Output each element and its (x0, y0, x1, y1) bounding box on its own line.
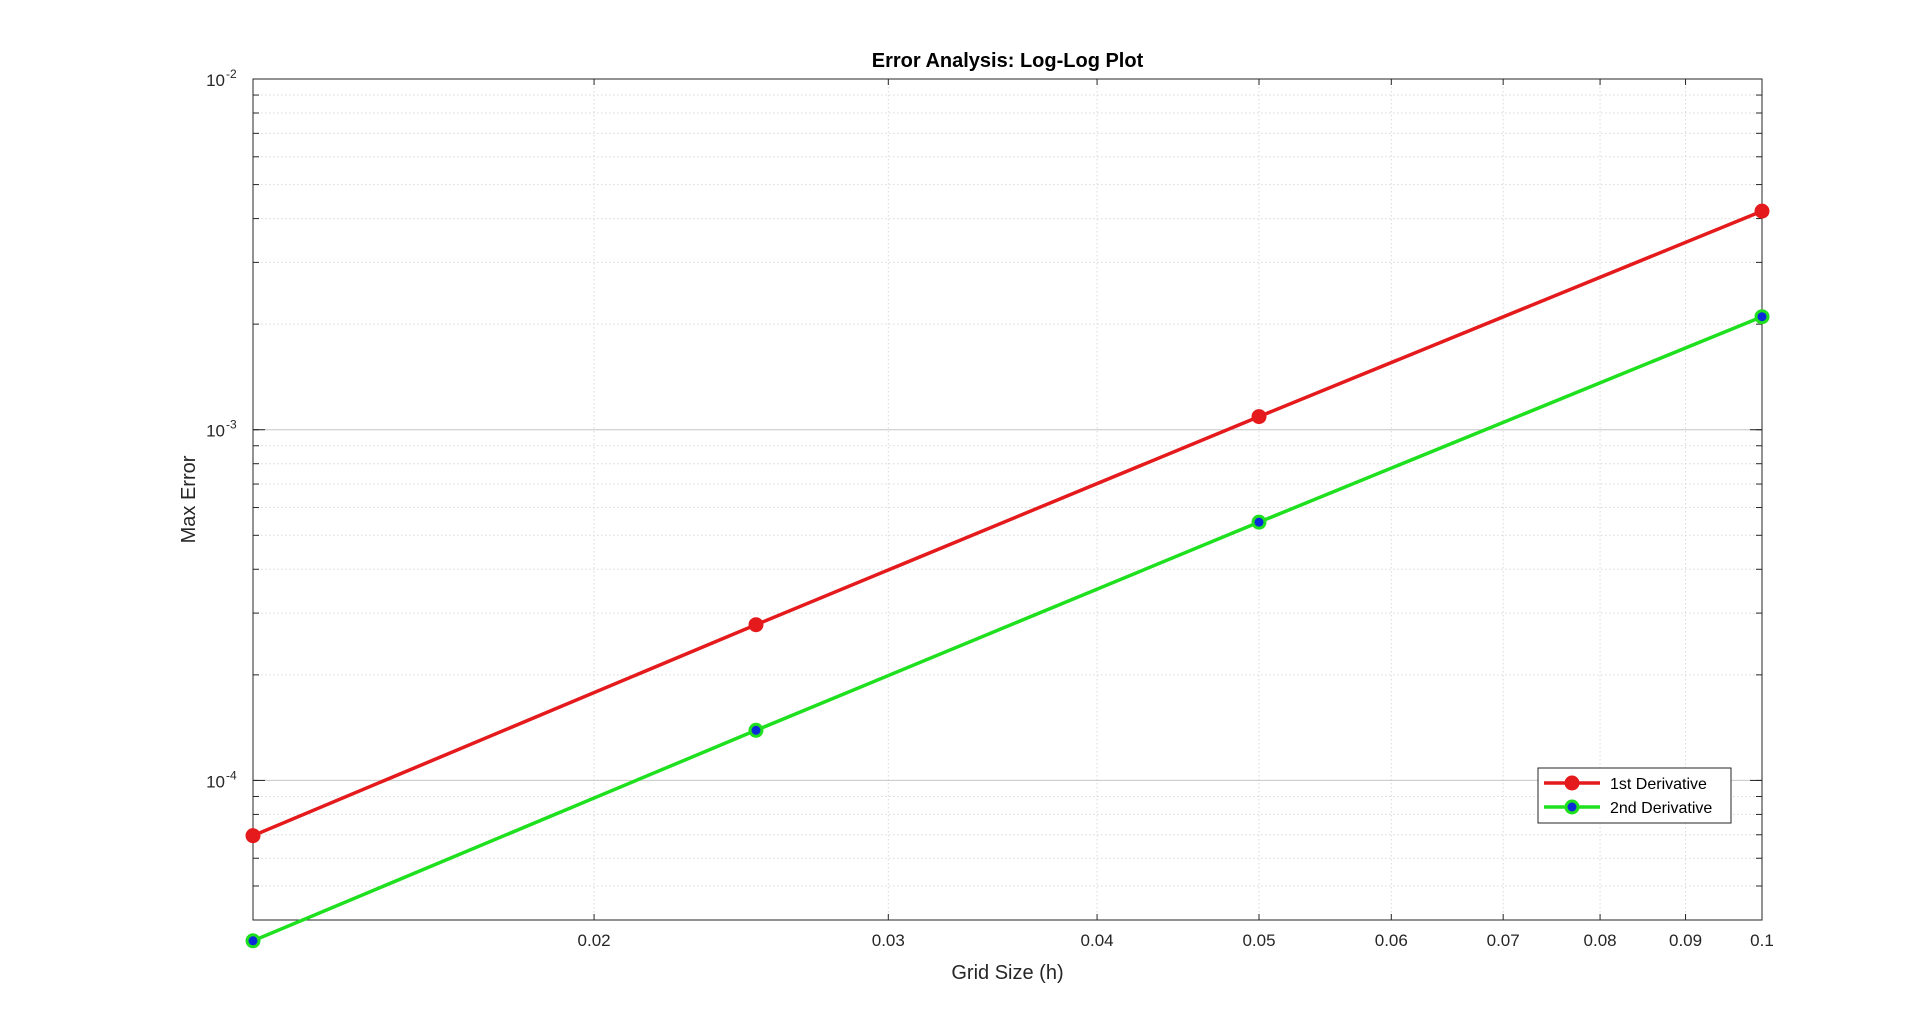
y-tick-exponent: -4 (226, 768, 237, 782)
series-2-point (748, 722, 764, 738)
x-tick-label: 0.07 (1487, 931, 1520, 950)
y-axis-label: Max Error (178, 455, 200, 543)
legend-label-2: 2nd Derivative (1610, 800, 1712, 817)
x-tick-label: 0.08 (1584, 931, 1617, 950)
x-tick-label: 0.05 (1242, 931, 1275, 950)
x-axis-label: Grid Size (h) (951, 962, 1063, 984)
y-tick-label: 10 (206, 772, 225, 791)
legend-marker-1 (1564, 775, 1580, 791)
y-tick-label: 10 (206, 422, 225, 441)
x-tick-label: 0.09 (1669, 931, 1702, 950)
legend-items: 1st Derivative 2nd Derivative (1544, 775, 1712, 817)
legend: 1st Derivative 2nd Derivative (1537, 767, 1732, 824)
chart-title: Error Analysis: Log-Log Plot (872, 50, 1144, 72)
x-tick-label: 0.1 (1750, 931, 1774, 950)
legend-marker-2 (1564, 799, 1580, 815)
series-1-point (748, 617, 764, 633)
series-2-point (245, 933, 261, 949)
series-layer (245, 203, 1770, 949)
x-tick-label: 0.02 (578, 931, 611, 950)
y-tick-exponent: -3 (226, 418, 237, 432)
x-tick-label: 0.04 (1081, 931, 1114, 950)
series-1-point (1754, 203, 1770, 219)
y-tick-labels: 10-410-310-2 (206, 67, 237, 791)
y-tick-label: 10 (206, 71, 225, 90)
axis-ticks (253, 78, 1763, 921)
series-2-point (1754, 309, 1770, 325)
series-line-1 (252, 209, 1763, 838)
series-1-point (245, 828, 261, 844)
x-tick-labels: 0.02 0.03 0.04 0.05 0.06 0.07 0.08 0.09 0.1 (578, 931, 1774, 950)
legend-label-1: 1st Derivative (1610, 776, 1707, 793)
series-1-point (1251, 409, 1267, 425)
series-2-point (1251, 514, 1267, 530)
x-tick-label: 0.06 (1375, 931, 1408, 950)
series-line-2 (252, 315, 1763, 943)
plot-area (253, 79, 1762, 920)
x-tick-label: 0.03 (872, 931, 905, 950)
y-tick-exponent: -2 (226, 67, 237, 81)
axes-box (252, 78, 1763, 921)
